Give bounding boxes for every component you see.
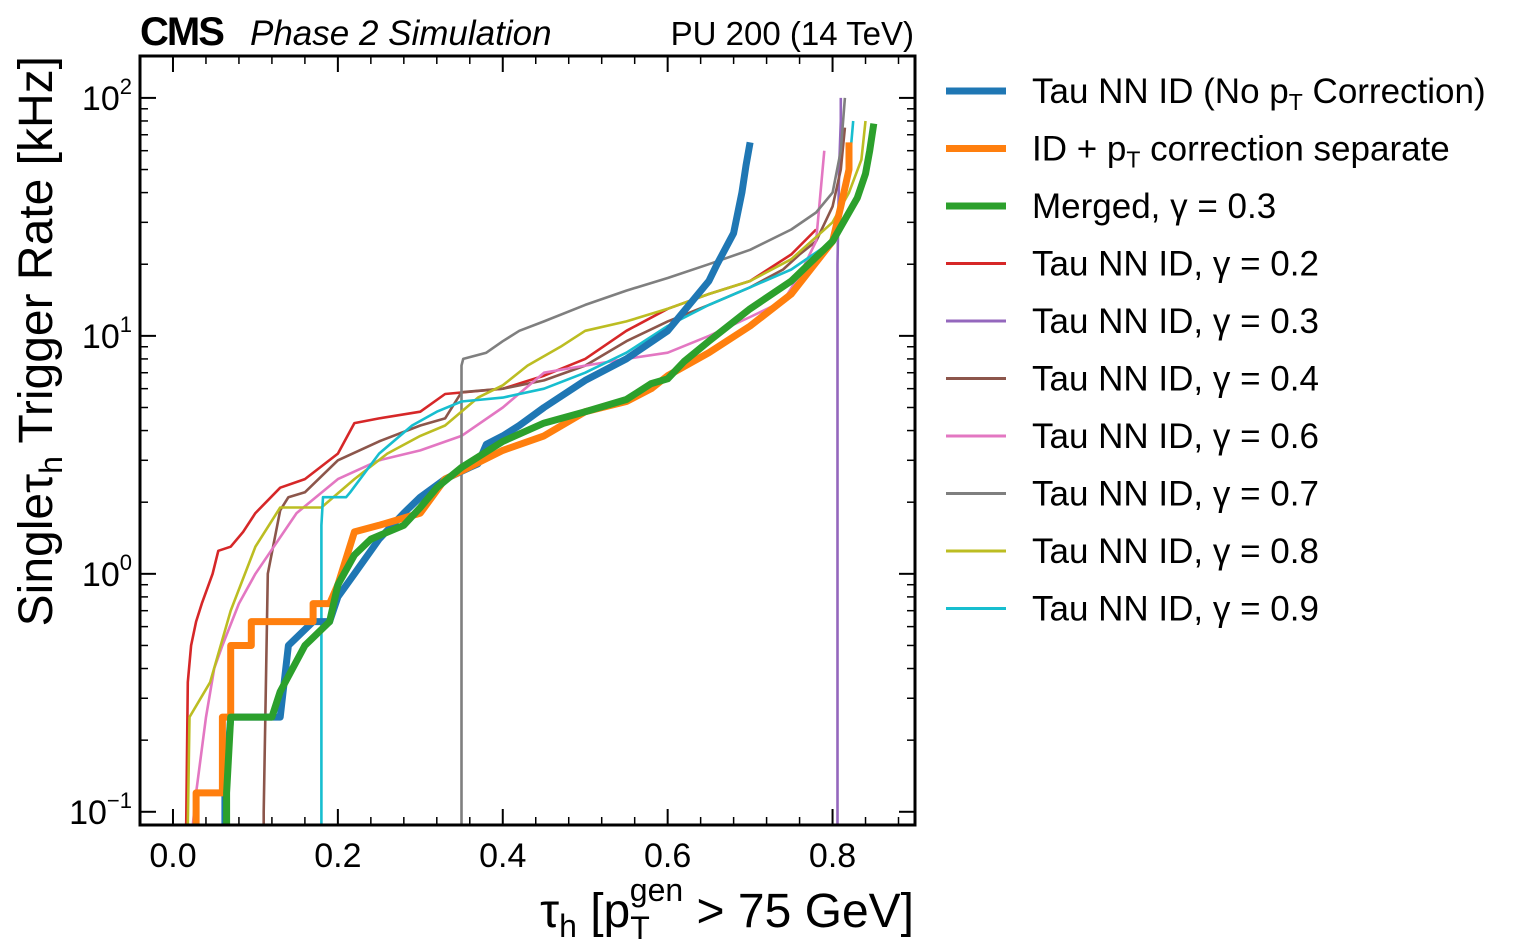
- series-line-4: [836, 97, 843, 825]
- y-tick-label: 102: [82, 74, 132, 118]
- x-tick-label: 0.2: [314, 837, 361, 875]
- series-line-5: [262, 127, 847, 825]
- legend-label: Tau NN ID, γ = 0.4: [1032, 360, 1319, 399]
- legend-label: Tau NN ID, γ = 0.9: [1032, 590, 1319, 629]
- legend-label: Tau NN ID, γ = 0.2: [1032, 245, 1319, 284]
- axis-ticks: 0.0 0.2 0.4 0.6 0.8 10−1 100 101 102: [69, 56, 915, 875]
- series-line-8: [186, 120, 867, 825]
- y-tick-label: 10−1: [69, 788, 132, 832]
- legend-label: ID + pT correction separate: [1032, 130, 1450, 173]
- series-lines: [184, 97, 878, 825]
- series-line-3: [184, 228, 818, 825]
- x-tick-label: 0.0: [149, 837, 196, 875]
- series-line-0: [221, 141, 754, 825]
- x-tick-label: 0.8: [809, 837, 856, 875]
- x-tick-label: 0.6: [644, 837, 691, 875]
- pileup-label: PU 200 (14 TeV): [671, 15, 914, 52]
- series-line-1: [192, 142, 853, 825]
- y-axis-label: Singleτh Trigger Rate [kHz]: [10, 56, 69, 626]
- series-line-2: [223, 123, 878, 825]
- x-tick-label: 0.4: [479, 837, 526, 875]
- legend: Tau NN ID (No pT Correction) ID + pT corr…: [946, 72, 1486, 629]
- y-tick-label: 100: [82, 550, 132, 594]
- series-line-6: [191, 150, 826, 825]
- cms-label: CMS: [140, 10, 224, 54]
- series-line-7: [460, 97, 847, 825]
- series-line-9: [320, 120, 855, 825]
- legend-label: Tau NN ID, γ = 0.8: [1032, 532, 1319, 571]
- legend-label: Tau NN ID, γ = 0.7: [1032, 475, 1319, 514]
- x-axis-label: τh [pTgen > 75 GeV]: [540, 872, 914, 946]
- legend-label: Tau NN ID, γ = 0.6: [1032, 417, 1319, 456]
- simulation-label: Phase 2 Simulation: [250, 14, 552, 53]
- y-tick-label: 101: [82, 312, 132, 356]
- legend-label: Tau NN ID (No pT Correction): [1032, 72, 1486, 115]
- legend-label: Merged, γ = 0.3: [1032, 187, 1276, 226]
- plot-frame: [138, 54, 917, 827]
- legend-label: Tau NN ID, γ = 0.3: [1032, 302, 1319, 341]
